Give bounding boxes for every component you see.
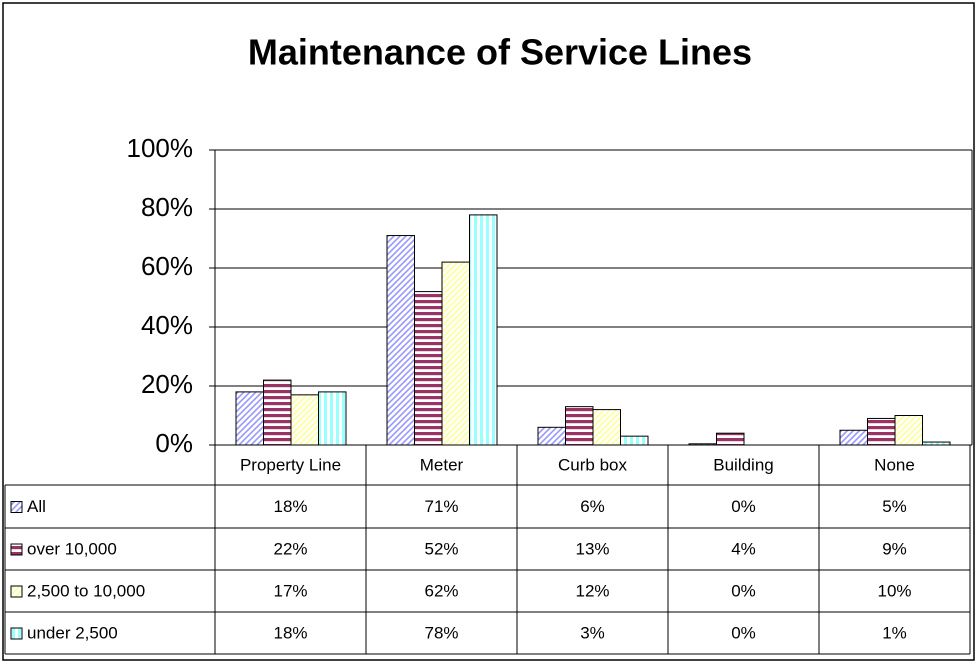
y-tick-label: 100% xyxy=(127,133,194,163)
category-label: Building xyxy=(713,455,774,474)
bar xyxy=(414,291,443,446)
category-label: Curb box xyxy=(558,455,627,474)
bar xyxy=(716,432,745,446)
bar xyxy=(469,214,498,446)
table-value: 0% xyxy=(731,581,756,600)
category-label: None xyxy=(874,455,915,474)
table-value: 18% xyxy=(273,497,307,516)
table-value: 0% xyxy=(731,497,756,516)
bar xyxy=(290,394,319,446)
legend-key xyxy=(10,585,23,598)
category-label: Meter xyxy=(420,455,464,474)
table-value: 4% xyxy=(731,539,756,558)
bar xyxy=(839,429,868,446)
bar xyxy=(565,406,594,446)
y-tick-label: 40% xyxy=(141,310,193,340)
table-value: 78% xyxy=(424,623,458,642)
legend-label: 2,500 to 10,000 xyxy=(27,581,145,600)
table-value: 0% xyxy=(731,623,756,642)
legend-key xyxy=(10,543,23,556)
table-value: 17% xyxy=(273,581,307,600)
bar xyxy=(867,417,896,446)
bar xyxy=(620,435,649,446)
y-tick-label: 60% xyxy=(141,251,193,281)
bar xyxy=(386,235,415,446)
table-value: 5% xyxy=(882,497,907,516)
table-value: 6% xyxy=(580,497,605,516)
table-value: 22% xyxy=(273,539,307,558)
legend-label: under 2,500 xyxy=(27,623,118,642)
category-label: Property Line xyxy=(240,455,341,474)
y-tick-label: 80% xyxy=(141,192,193,222)
y-tick-label: 0% xyxy=(155,428,193,458)
bar xyxy=(592,409,621,446)
bar xyxy=(235,391,264,446)
legend-label: over 10,000 xyxy=(27,539,117,558)
table-value: 18% xyxy=(273,623,307,642)
bar xyxy=(318,391,347,446)
table-value: 13% xyxy=(575,539,609,558)
table-value: 62% xyxy=(424,581,458,600)
bar xyxy=(263,379,292,446)
table-value: 3% xyxy=(580,623,605,642)
y-tick-label: 20% xyxy=(141,369,193,399)
bar xyxy=(441,261,470,446)
legend-label: All xyxy=(27,497,46,516)
bar xyxy=(894,415,923,446)
chart-title: Maintenance of Service Lines xyxy=(248,32,752,73)
table-value: 9% xyxy=(882,539,907,558)
legend-key xyxy=(10,501,23,513)
bar xyxy=(537,426,566,446)
table-value: 71% xyxy=(424,497,458,516)
table-value: 52% xyxy=(424,539,458,558)
legend-key xyxy=(10,627,23,640)
table-value: 10% xyxy=(877,581,911,600)
table-value: 12% xyxy=(575,581,609,600)
table-value: 1% xyxy=(882,623,907,642)
